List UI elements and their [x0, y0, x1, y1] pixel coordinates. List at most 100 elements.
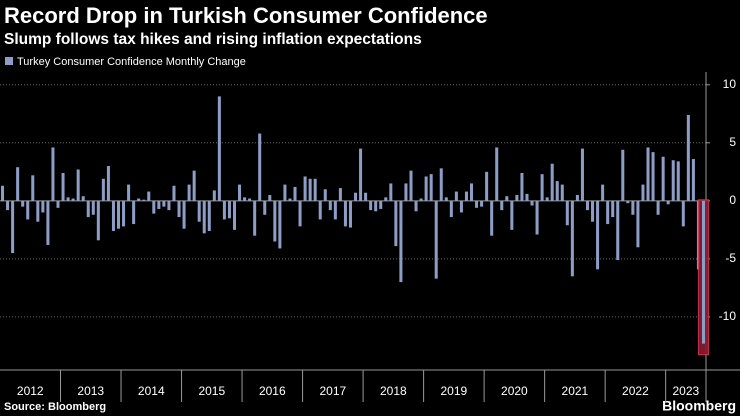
bar — [298, 200, 302, 227]
bar — [686, 114, 690, 201]
bar — [591, 200, 595, 222]
bar — [142, 199, 146, 201]
bar — [41, 200, 45, 213]
bar — [76, 169, 80, 201]
bar — [293, 186, 297, 201]
bar — [116, 200, 121, 229]
bar — [182, 200, 186, 229]
y-tick-label: 5 — [729, 135, 736, 149]
bar — [283, 184, 287, 201]
bar — [580, 148, 584, 201]
bar — [429, 174, 433, 201]
bar — [137, 198, 141, 201]
bar — [520, 172, 524, 201]
bar — [101, 178, 105, 201]
x-tick-label: 2023 — [672, 384, 699, 398]
brand: Bloomberg — [662, 398, 736, 414]
bar — [227, 200, 231, 219]
bar — [671, 160, 675, 201]
bar — [343, 200, 347, 227]
bar — [535, 200, 539, 235]
bar — [273, 200, 277, 242]
bar — [323, 189, 327, 201]
bar — [601, 184, 605, 201]
bar — [611, 200, 615, 218]
x-tick-label: 2013 — [77, 384, 104, 398]
bar — [480, 200, 484, 207]
bar — [36, 200, 40, 222]
bar — [384, 197, 388, 201]
bar — [379, 200, 383, 209]
bar — [333, 200, 337, 220]
bar — [419, 198, 423, 201]
bar — [490, 200, 494, 236]
bar — [575, 195, 579, 201]
source: Source: Bloomberg — [4, 401, 106, 413]
bar — [56, 200, 60, 208]
x-tick-label: 2014 — [138, 384, 165, 398]
bar — [394, 200, 398, 247]
bar — [217, 96, 221, 201]
bar — [127, 184, 131, 201]
bar — [621, 149, 625, 201]
bar — [439, 168, 443, 201]
bar — [1, 185, 5, 201]
bar — [162, 200, 166, 207]
bar — [318, 200, 322, 220]
bar — [485, 171, 489, 201]
bar — [359, 148, 363, 201]
bar — [177, 200, 181, 218]
bar — [172, 185, 176, 201]
bar — [21, 200, 25, 207]
bar — [469, 183, 474, 201]
x-tick-label: 2015 — [198, 384, 225, 398]
x-tick-label: 2016 — [259, 384, 286, 398]
x-tick-label: 2018 — [380, 384, 407, 398]
bar — [11, 200, 15, 254]
x-tick-label: 2012 — [17, 384, 44, 398]
bar — [192, 170, 196, 201]
bar — [585, 200, 590, 211]
bar — [424, 176, 428, 201]
bar — [434, 200, 438, 279]
bar — [500, 200, 504, 211]
bar — [51, 147, 55, 201]
bar — [132, 200, 136, 225]
bar — [157, 200, 161, 209]
bar — [444, 197, 448, 201]
bar — [66, 197, 70, 201]
bar — [464, 191, 468, 201]
bar — [31, 175, 35, 201]
bar — [631, 200, 635, 215]
bar — [661, 156, 665, 201]
bar — [475, 200, 479, 208]
bar — [565, 200, 569, 226]
bar — [641, 184, 645, 201]
bar — [449, 200, 453, 218]
bar — [389, 183, 393, 201]
x-tick-label: 2021 — [562, 384, 589, 398]
bar — [222, 200, 226, 220]
bar — [616, 200, 620, 261]
bar — [147, 191, 151, 201]
legend-swatch — [5, 57, 13, 65]
x-tick-label: 2020 — [501, 384, 528, 398]
bar — [555, 181, 559, 201]
bar — [454, 191, 458, 201]
bar — [207, 200, 211, 232]
bar — [510, 200, 514, 230]
bar — [263, 200, 267, 215]
bar — [560, 184, 564, 201]
bar — [238, 184, 242, 201]
y-tick-label: 10 — [723, 77, 737, 91]
bar — [268, 195, 272, 201]
bar — [303, 176, 307, 201]
bar — [71, 198, 75, 201]
bar — [197, 200, 201, 222]
bar — [525, 193, 529, 201]
y-tick-label: -10 — [719, 309, 737, 323]
bar — [248, 198, 252, 201]
x-tick-label: 2017 — [319, 384, 346, 398]
bar — [258, 133, 262, 201]
